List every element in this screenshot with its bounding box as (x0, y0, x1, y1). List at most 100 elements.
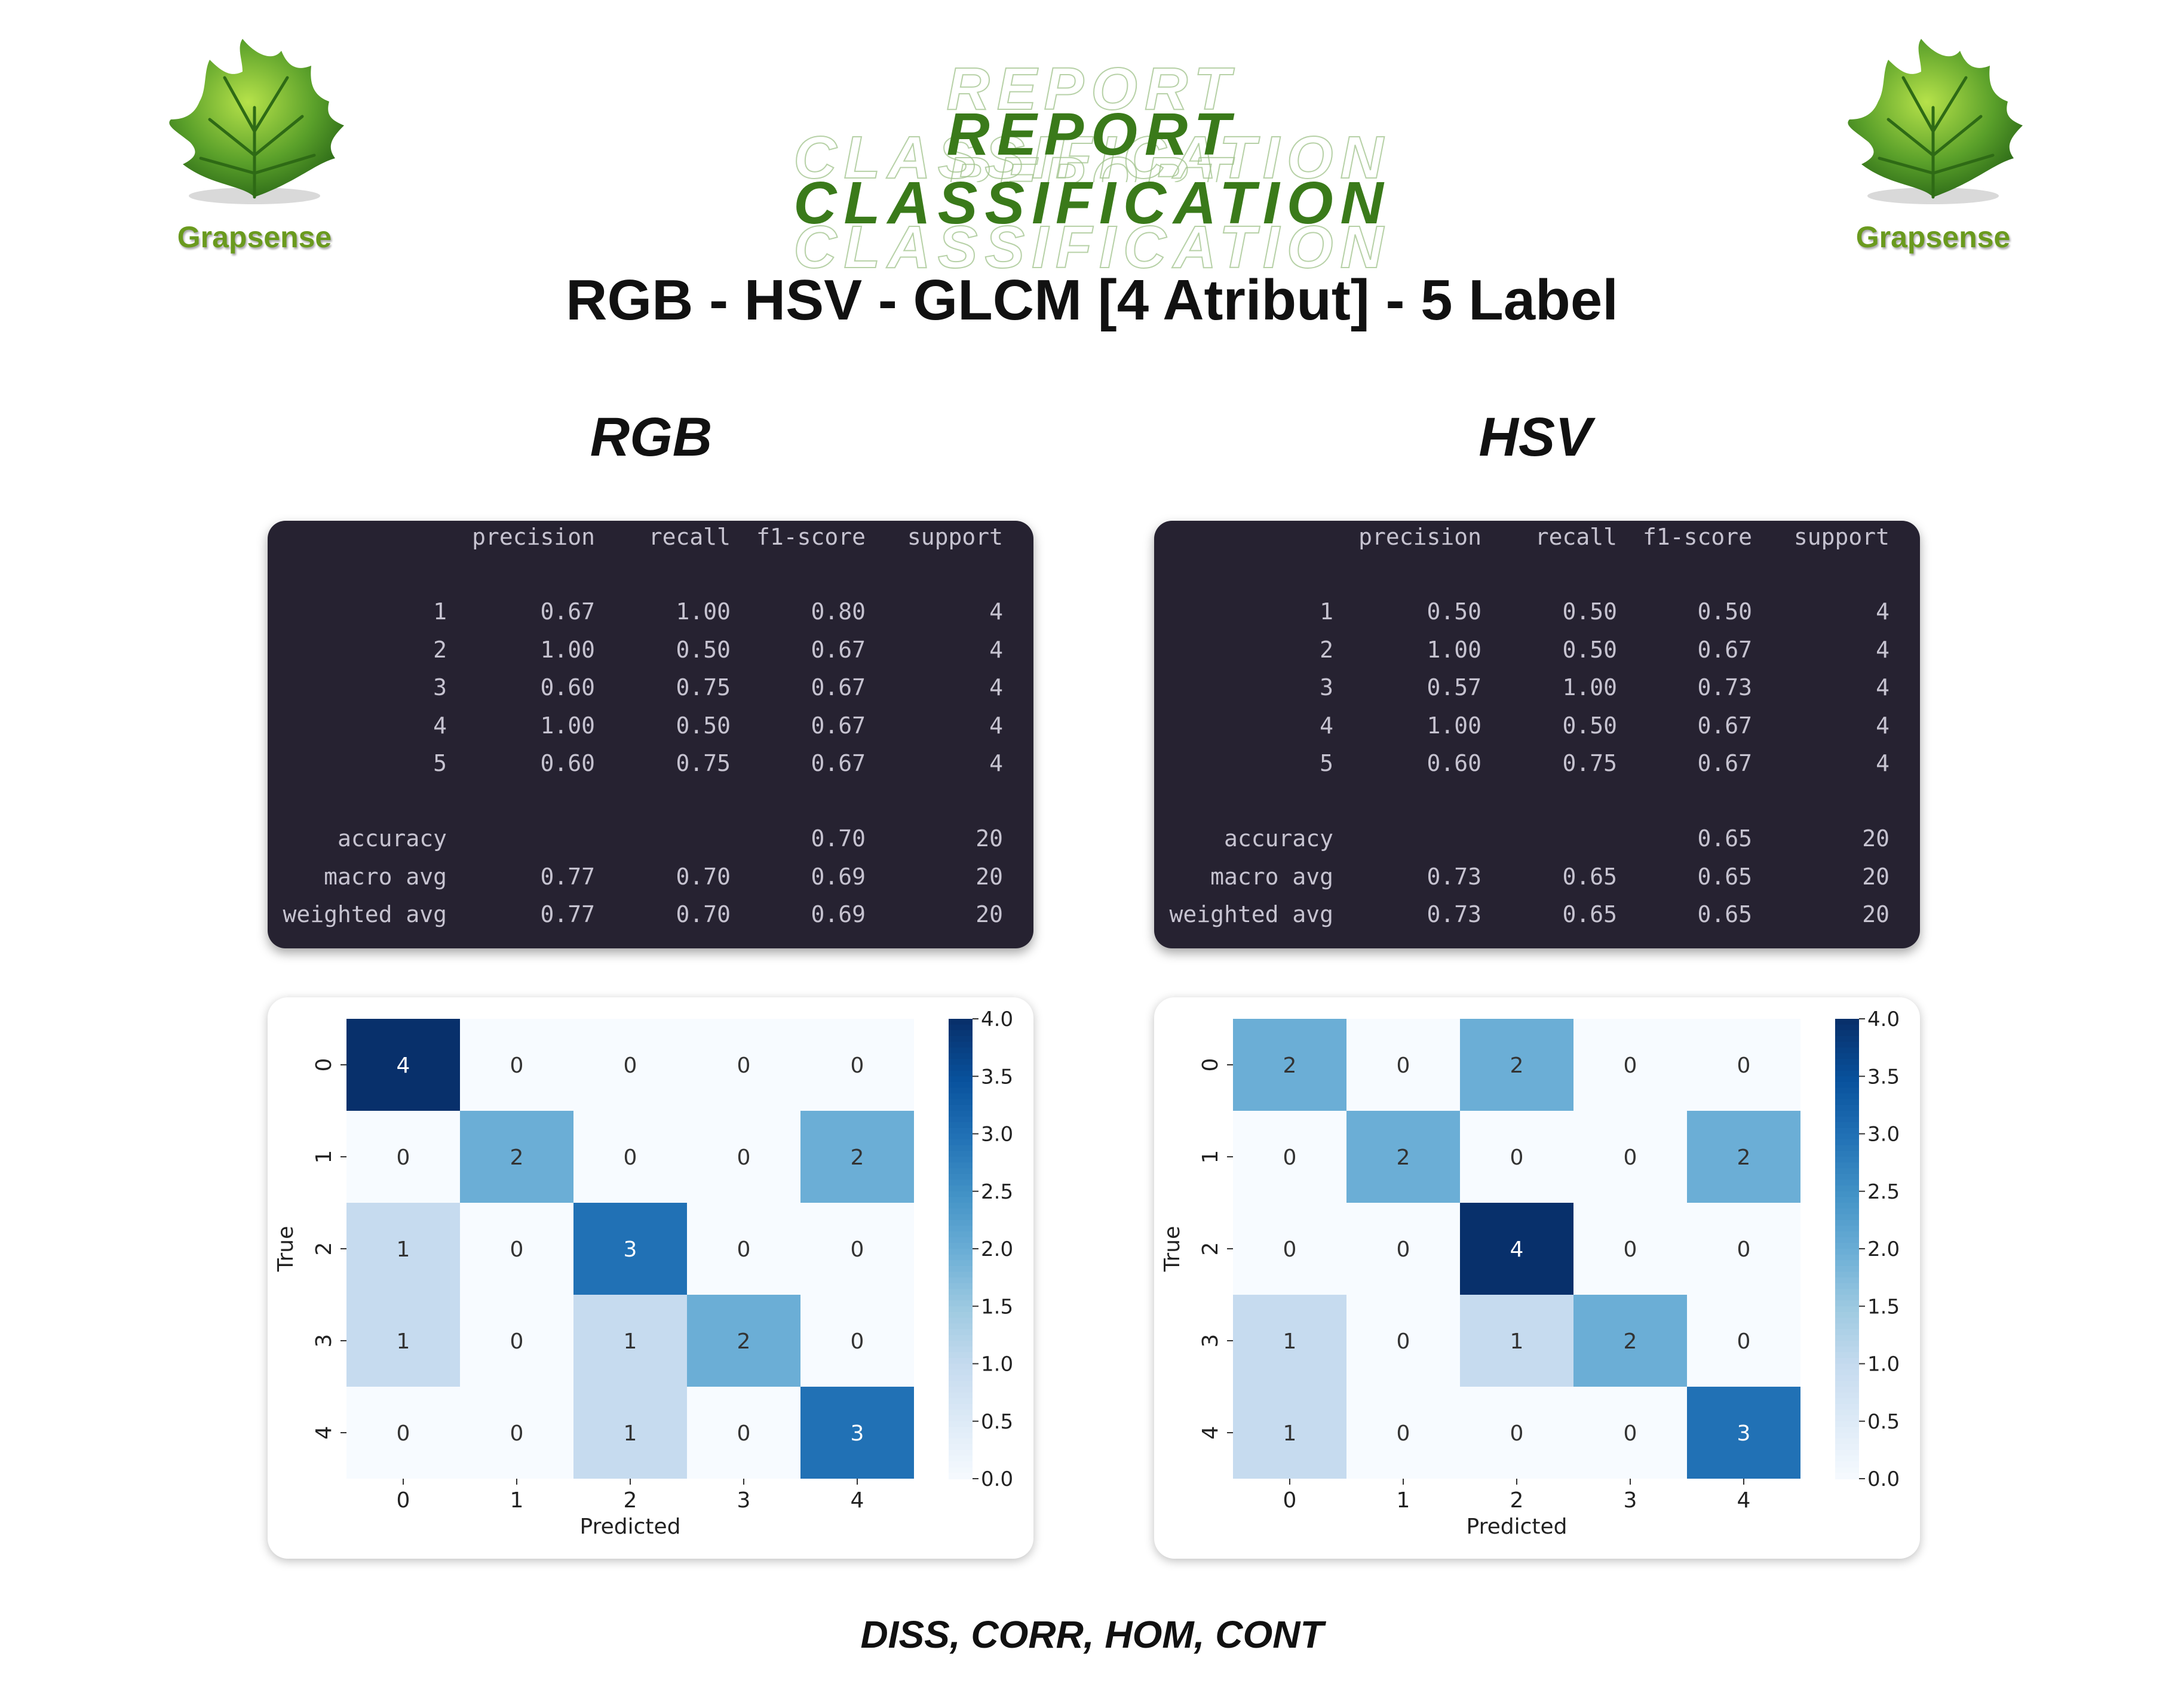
summary-f1: 0.69 (811, 863, 866, 890)
cell-support: 4 (1876, 712, 1889, 739)
colorbar-segment (1835, 1289, 1859, 1295)
summary-f1: 0.65 (1697, 825, 1752, 852)
brand-name: Grapsense (177, 220, 332, 254)
colorbar-segment (1835, 1070, 1859, 1077)
colorbar-segment (949, 1116, 973, 1123)
heatmap-cell (1573, 1019, 1687, 1111)
cell-f1: 0.67 (1697, 712, 1752, 739)
colorbar-segment (1835, 1042, 1859, 1049)
cell-value-label: 0 (1397, 1053, 1410, 1078)
colorbar-segment (949, 1053, 973, 1060)
heatmap-cell (1460, 1295, 1573, 1387)
cell-recall: 0.75 (676, 750, 731, 776)
colorbar-tick-label: 4.0 (1867, 1007, 1900, 1031)
colorbar-segment (1835, 1237, 1859, 1244)
cell-value-label: 0 (851, 1237, 864, 1262)
summary-precision: 0.77 (540, 863, 595, 890)
colorbar-segment (1835, 1214, 1859, 1221)
cell-value-label: 0 (624, 1145, 637, 1170)
column-header: support (1793, 524, 1889, 550)
summary-f1: 0.65 (1697, 901, 1752, 927)
colorbar-tick-label: 0.0 (1867, 1467, 1900, 1491)
cell-support: 4 (1876, 598, 1889, 625)
cell-value-label: 0 (737, 1145, 751, 1170)
colorbar-segment (1835, 1295, 1859, 1301)
classification-report-rgb: precision recall f1-score support 1 0.67 1.00 0… (268, 521, 1033, 948)
heatmap-grid: 2 0 2 0 0 0 2 0 0 2 0 0 4 0 0 1 0 1 2 0 1 0 0 0 3 (1233, 1019, 1800, 1479)
colorbar-segment (949, 1254, 973, 1261)
colorbar-segment (1835, 1323, 1859, 1330)
y-tick-label: 1 (1198, 1150, 1223, 1164)
colorbar-segment (949, 1375, 973, 1382)
confusion-matrix-panel-hsv: 2 0 2 0 0 0 2 0 0 2 0 0 4 0 0 1 0 1 2 0 1 0 0 0 3 0 1 2 3 4 0 1 2 3 4 Predi… (1154, 997, 1920, 1559)
heatmap-cell (346, 1203, 460, 1295)
colorbar-tick-label: 2.0 (981, 1237, 1013, 1261)
heatmap-cell (1573, 1203, 1687, 1295)
cell-recall: 0.50 (1562, 712, 1617, 739)
colorbar-segment (1835, 1317, 1859, 1325)
cell-value-label: 1 (1510, 1329, 1524, 1354)
colorbar-segment (1835, 1249, 1859, 1255)
summary-recall: 0.70 (676, 901, 731, 927)
heatmap-cell (1573, 1295, 1687, 1387)
column-header: precision (1358, 524, 1481, 550)
heatmap-cell (460, 1111, 573, 1203)
y-tick-label: 2 (1198, 1242, 1223, 1256)
colorbar-segment (949, 1329, 973, 1336)
colorbar-segment (1835, 1179, 1859, 1187)
cell-value-label: 0 (1624, 1145, 1637, 1170)
confusion-matrix-rgb: 4 0 0 0 0 0 2 0 0 2 1 0 3 0 0 1 0 1 2 0 0 0 1 0 3 0 1 2 3 4 0 1 2 3 4 Predi… (274, 1007, 1013, 1539)
cell-f1: 0.67 (811, 712, 866, 739)
colorbar-segment (949, 1438, 973, 1445)
cell-value-label: 1 (1283, 1329, 1297, 1354)
colorbar-segment (1835, 1122, 1859, 1129)
cell-precision: 1.00 (1427, 636, 1481, 663)
row-label: 3 (433, 674, 447, 701)
cell-value-label: 2 (1283, 1053, 1297, 1078)
colorbar-segment (949, 1157, 973, 1163)
heatmap-cell (1460, 1019, 1573, 1111)
colorbar-tick-label: 0.5 (1867, 1410, 1900, 1434)
cell-precision: 1.00 (1427, 712, 1481, 739)
heatmap-cell (1346, 1295, 1460, 1387)
colorbar-segment (1835, 1128, 1859, 1135)
heatmap-cell (346, 1387, 460, 1479)
y-tick-label: 1 (312, 1150, 336, 1164)
y-tick-label: 4 (312, 1426, 336, 1440)
colorbar-segment (949, 1306, 973, 1313)
cell-value-label: 4 (1510, 1237, 1524, 1262)
cell-recall: 0.50 (676, 712, 731, 739)
colorbar-segment (949, 1111, 973, 1117)
colorbar-segment (949, 1065, 973, 1071)
row-label: 5 (1320, 750, 1333, 776)
y-axis-label: True (274, 1226, 298, 1272)
cell-value-label: 2 (510, 1145, 524, 1170)
cell-precision: 0.60 (540, 750, 595, 776)
heatmap-cell (687, 1203, 800, 1295)
colorbar-segment (1835, 1357, 1859, 1365)
colorbar-segment (1835, 1409, 1859, 1417)
x-tick-label: 4 (851, 1488, 864, 1513)
colorbar-segment (949, 1128, 973, 1135)
colorbar-segment (1835, 1059, 1859, 1065)
colorbar-segment (949, 1455, 973, 1463)
cell-support: 4 (989, 636, 1003, 663)
cell-recall: 0.50 (1562, 598, 1617, 625)
grape-leaf-icon (1848, 39, 2023, 204)
cell-f1: 0.80 (811, 598, 866, 625)
colorbar-segment (1835, 1427, 1859, 1433)
classification-report-hsv: precision recall f1-score support 1 0.50 0.50 0… (1154, 521, 1920, 948)
cell-value-label: 2 (1397, 1145, 1410, 1170)
cell-support: 4 (1876, 750, 1889, 776)
colorbar-segment (949, 1415, 973, 1422)
cell-value-label: 0 (397, 1421, 410, 1446)
summary-support: 20 (976, 825, 1003, 852)
x-axis-label: Predicted (580, 1515, 681, 1539)
colorbar-segment (949, 1311, 973, 1319)
colorbar-tick-label: 1.0 (1867, 1353, 1900, 1377)
colorbar-segment (949, 1421, 973, 1428)
colorbar-segment (1835, 1421, 1859, 1428)
colorbar-segment (949, 1409, 973, 1417)
colorbar-segment (1835, 1346, 1859, 1353)
summary-label: weighted avg (1169, 901, 1333, 927)
